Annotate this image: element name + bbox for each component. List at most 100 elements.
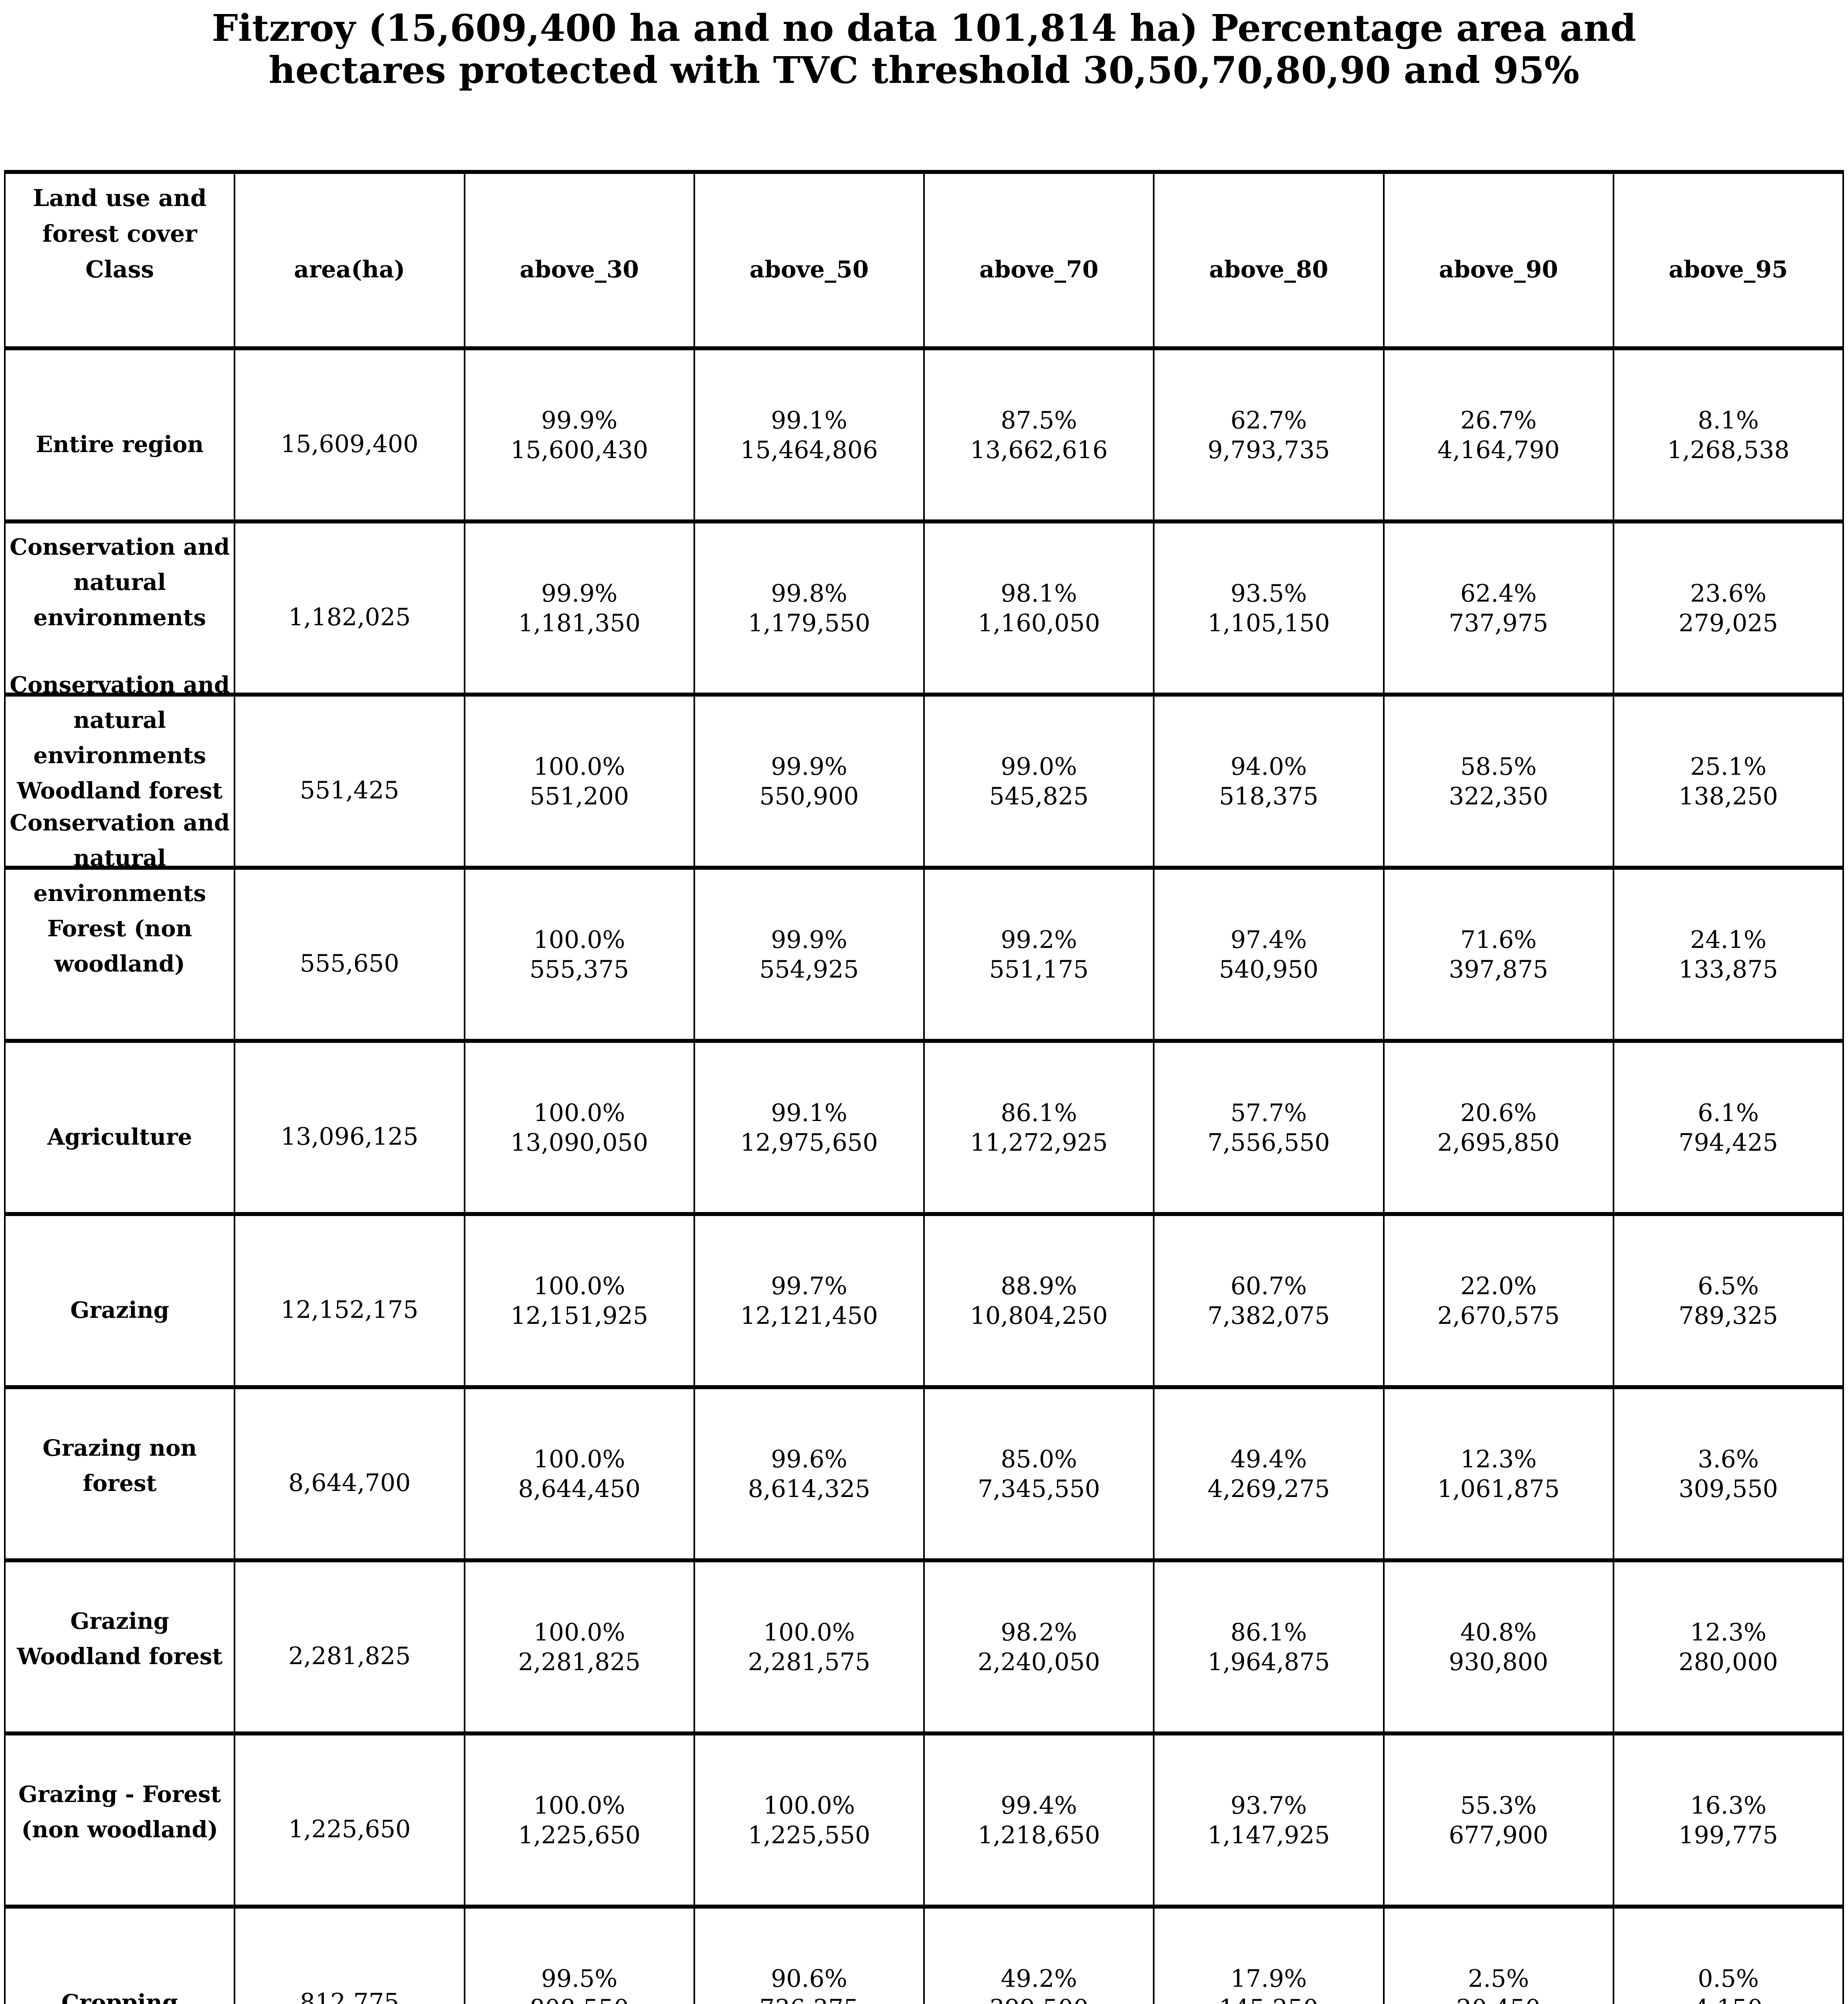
- data-cell: 87.5% 13,662,616: [923, 346, 1155, 523]
- percent-value: 99.5%: [541, 1964, 618, 1993]
- percent-value: 100.0%: [533, 1618, 625, 1646]
- table-row: Grazing Woodland forest 2,281,825 100.0% 2,…: [4, 1558, 1844, 1735]
- hectares-value: 10,804,250: [970, 1301, 1108, 1330]
- data-cell: 100.0% 12,151,925: [463, 1212, 695, 1389]
- hectares-value: 1,181,350: [518, 609, 641, 637]
- hectares-value: 12,975,650: [740, 1128, 878, 1157]
- header-label: above_90: [1439, 255, 1558, 283]
- percent-value: 98.1%: [1001, 579, 1077, 608]
- percent-value: 0.5%: [1698, 1964, 1759, 1993]
- data-cell: 99.9% 15,600,430: [463, 346, 695, 523]
- hectares-value: 322,350: [1449, 782, 1549, 810]
- hectares-value: 930,800: [1449, 1648, 1549, 1676]
- class-cell: Entire region: [4, 346, 236, 523]
- hectares-value: 7,382,075: [1207, 1301, 1330, 1330]
- area-cell: 1,225,650: [234, 1731, 465, 1909]
- data-cell: 60.7% 7,382,075: [1153, 1212, 1385, 1389]
- percent-value: 55.3%: [1460, 1791, 1537, 1820]
- hectares-value: 550,900: [759, 782, 859, 810]
- table-row: Entire region 15,609,400 99.9% 15,600,430 99…: [4, 346, 1844, 523]
- class-cell: Cropping: [4, 1904, 236, 2004]
- hectares-value: 12,121,450: [740, 1301, 878, 1330]
- hectares-value: 8,614,325: [748, 1475, 871, 1503]
- area-cell: 1,182,025: [234, 519, 465, 697]
- percent-value: 49.4%: [1230, 1445, 1307, 1473]
- header-cell: above_50: [693, 170, 925, 350]
- header-cell: above_80: [1153, 170, 1385, 350]
- hectares-value: 309,550: [1678, 1475, 1778, 1503]
- percent-value: 100.0%: [533, 1272, 625, 1300]
- data-cell: 99.7% 12,121,450: [693, 1212, 925, 1389]
- area-cell: 551,425: [234, 692, 465, 870]
- percent-value: 100.0%: [763, 1791, 855, 1820]
- hectares-value: 789,325: [1678, 1301, 1778, 1330]
- header-cell: area(ha): [234, 170, 465, 350]
- percent-value: 98.2%: [1001, 1618, 1077, 1646]
- percent-value: 40.8%: [1460, 1618, 1537, 1646]
- hectares-value: 399,500: [928, 1994, 1150, 2004]
- hectares-value: 279,025: [1678, 609, 1778, 637]
- data-cell: 6.1% 794,425: [1612, 1038, 1844, 1216]
- hectares-value: 1,061,875: [1437, 1475, 1560, 1503]
- data-cell: 100.0% 1,225,650: [463, 1731, 695, 1909]
- hectares-value: 736,375: [698, 1994, 920, 2004]
- percent-value: 99.9%: [771, 925, 847, 954]
- percent-value: 12.3%: [1460, 1445, 1537, 1473]
- header-label: above_95: [1668, 255, 1788, 283]
- area-cell: 15,609,400: [234, 346, 465, 523]
- hectares-value: 13,662,616: [970, 436, 1108, 464]
- data-cell: 57.7% 7,556,550: [1153, 1038, 1385, 1216]
- row-class-label: Grazing: [70, 1297, 169, 1323]
- percent-value: 97.4%: [1230, 925, 1307, 954]
- data-cell: 49.2%399,500: [923, 1904, 1155, 2004]
- area-value: 1,182,025: [288, 603, 411, 631]
- percent-value: 24.1%: [1690, 925, 1767, 954]
- hectares-value: 133,875: [1678, 955, 1778, 984]
- header-cell: above_95: [1612, 170, 1844, 350]
- hectares-value: 1,218,650: [977, 1821, 1100, 1849]
- percent-value: 99.4%: [1001, 1791, 1077, 1820]
- data-cell: 99.9% 554,925: [693, 865, 925, 1043]
- hectares-value: 518,375: [1219, 782, 1318, 810]
- data-cell: 0.5%4,150: [1612, 1904, 1844, 2004]
- data-cell: 62.7% 9,793,735: [1153, 346, 1385, 523]
- percent-value: 6.1%: [1698, 1099, 1759, 1127]
- data-cell: 85.0% 7,345,550: [923, 1385, 1155, 1562]
- area-value: 1,225,650: [288, 1815, 411, 1843]
- data-cell: 3.6% 309,550: [1612, 1385, 1844, 1562]
- area-cell: 812,775: [234, 1904, 465, 2004]
- row-class-label: Grazing non forest: [42, 1434, 197, 1497]
- hectares-value: 397,875: [1449, 955, 1549, 984]
- area-value: 812,775: [299, 1988, 399, 2004]
- data-cell: 71.6% 397,875: [1383, 865, 1614, 1043]
- table-row: Grazing - Forest (non woodland) 1,225,650…: [4, 1731, 1844, 1909]
- percent-value: 12.3%: [1690, 1618, 1767, 1646]
- hectares-value: 2,240,050: [977, 1648, 1100, 1676]
- hectares-value: 1,268,538: [1667, 436, 1790, 464]
- percent-value: 99.7%: [771, 1272, 847, 1300]
- percent-value: 17.9%: [1230, 1964, 1307, 1993]
- percent-value: 87.5%: [1001, 406, 1077, 434]
- page-title-line1: Fitzroy (15,609,400 ha and no data 101,8…: [212, 6, 1636, 50]
- data-cell: 99.2% 551,175: [923, 865, 1155, 1043]
- hectares-value: 737,975: [1449, 609, 1549, 637]
- percent-value: 99.8%: [771, 579, 847, 608]
- hectares-value: 12,151,925: [510, 1301, 648, 1330]
- table-row: Cropping812,77599.5%808,55090.6%736,3754…: [4, 1904, 1844, 2004]
- data-cell: 22.0% 2,670,575: [1383, 1212, 1614, 1389]
- data-cell: 24.1% 133,875: [1612, 865, 1844, 1043]
- hectares-value: 1,105,150: [1207, 609, 1330, 637]
- data-cell: 12.3% 1,061,875: [1383, 1385, 1614, 1562]
- data-cell: 93.5% 1,105,150: [1153, 519, 1385, 697]
- percent-value: 60.7%: [1230, 1272, 1307, 1300]
- percent-value: 8.1%: [1698, 406, 1759, 434]
- table-row: Conservation and natural environments 1,1…: [4, 519, 1844, 697]
- area-value: 15,609,400: [281, 430, 419, 458]
- hectares-value: 138,250: [1678, 782, 1778, 810]
- data-cell: 99.0% 545,825: [923, 692, 1155, 870]
- row-class-label: Agriculture: [47, 1123, 192, 1150]
- table-body: Entire region 15,609,400 99.9% 15,600,430 99…: [4, 346, 1844, 2004]
- hectares-value: 4,164,790: [1437, 436, 1560, 464]
- header-cell: Land use and forest cover Class: [4, 170, 236, 350]
- percent-value: 25.1%: [1690, 752, 1767, 781]
